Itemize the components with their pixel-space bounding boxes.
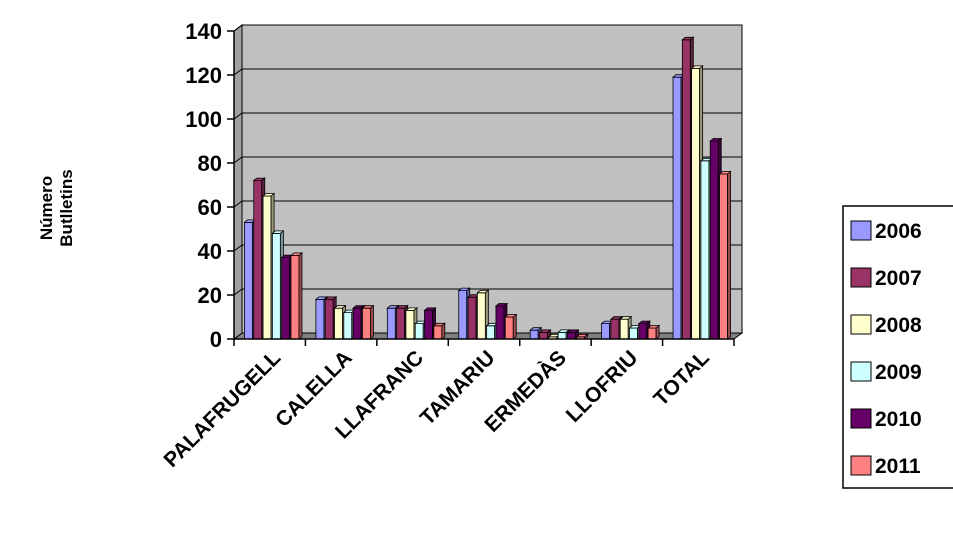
x-tick-label: TOTAL xyxy=(649,346,714,411)
legend-swatch xyxy=(850,267,872,288)
bar-front xyxy=(619,318,629,340)
bar-front xyxy=(681,39,691,340)
bar-front xyxy=(324,298,334,340)
bar-front xyxy=(315,298,325,340)
plot-back-wall xyxy=(241,24,743,334)
bar-front xyxy=(262,195,272,340)
bar-front xyxy=(352,307,362,340)
bar-front xyxy=(424,309,433,340)
legend-label: 2007 xyxy=(875,267,922,290)
y-tick-label: 60 xyxy=(198,195,222,220)
bar-front xyxy=(691,68,701,340)
legend: 2006 2007 2008 2009 2010 2011 xyxy=(842,205,953,489)
bar-front xyxy=(672,76,682,340)
legend-label: 2006 xyxy=(875,220,922,243)
bar-front xyxy=(529,329,539,340)
bar-front xyxy=(601,323,611,340)
bar xyxy=(432,322,446,340)
gridline-side xyxy=(233,244,243,252)
bar-side xyxy=(298,252,303,340)
bar-front xyxy=(290,254,300,340)
bar-front xyxy=(700,160,710,340)
bar-front xyxy=(539,331,548,340)
bar-front xyxy=(557,331,567,340)
y-axis-title-line-2: Butlletins xyxy=(57,169,76,246)
legend-swatch xyxy=(850,361,872,382)
legend-swatch xyxy=(850,314,872,335)
y-tick-label: 80 xyxy=(198,151,222,176)
bar-front xyxy=(719,173,728,340)
bar-front xyxy=(244,221,253,340)
legend-swatch xyxy=(850,455,872,476)
bar-front xyxy=(343,312,353,340)
bar xyxy=(647,324,661,340)
bar-front xyxy=(433,325,443,340)
bar-front xyxy=(396,307,406,340)
bar-front xyxy=(386,307,396,340)
bar-side xyxy=(369,304,374,340)
y-tick-label: 20 xyxy=(198,283,222,308)
legend-label: 2011 xyxy=(875,455,921,478)
gridline-side xyxy=(233,156,243,164)
bar-front xyxy=(414,323,424,340)
bar-side xyxy=(727,170,731,340)
bar-front xyxy=(253,180,263,340)
y-tick-label: 140 xyxy=(185,19,222,44)
bar-front xyxy=(647,327,657,340)
y-axis-title: Número Butlletins xyxy=(37,169,76,246)
bar-front xyxy=(458,290,468,340)
x-tick-label: LLOFRIU xyxy=(562,346,643,427)
gridline-side xyxy=(233,24,243,32)
bar-front xyxy=(405,309,415,340)
bar-front xyxy=(467,296,477,340)
bar-side xyxy=(655,324,660,340)
bar-front xyxy=(504,316,514,340)
bar xyxy=(361,304,375,340)
plot-area xyxy=(232,24,744,346)
y-tick-label: 100 xyxy=(185,107,222,132)
x-tick-label: PALAFRUGELL xyxy=(160,346,286,472)
bar-front xyxy=(281,257,291,340)
legend-label: 2010 xyxy=(875,408,922,431)
bar xyxy=(529,326,543,340)
legend-label: 2008 xyxy=(875,314,922,337)
bar-side xyxy=(441,322,446,340)
gridline-side xyxy=(233,288,243,296)
legend-label: 2009 xyxy=(875,361,922,384)
bar-front xyxy=(271,232,281,340)
y-tick-label: 0 xyxy=(210,327,222,352)
gridline-side xyxy=(233,68,243,76)
bar-front xyxy=(629,327,638,340)
y-tick-label: 120 xyxy=(185,63,222,88)
bar-front xyxy=(486,325,496,340)
gridline-side xyxy=(233,112,243,120)
bar-front xyxy=(638,323,648,340)
y-tick-label: 40 xyxy=(198,239,222,264)
bar-front xyxy=(361,307,371,340)
x-axis-labels: PALAFRUGELLCALELLALLAFRANCTAMARIUERMEDÀS… xyxy=(160,346,714,472)
gridline-side xyxy=(233,200,243,208)
y-axis-title-line-1: Número xyxy=(37,176,56,240)
bar-front xyxy=(709,140,719,340)
bar xyxy=(718,170,732,340)
bar xyxy=(289,252,304,340)
bar-front xyxy=(610,318,620,340)
legend-swatch xyxy=(850,220,872,241)
y-axis-ticks: 0 20 40 60 80 100 120 140 xyxy=(185,19,234,352)
bar-front xyxy=(495,305,505,340)
legend-swatch xyxy=(850,408,872,429)
bar-front xyxy=(334,307,343,340)
bars xyxy=(243,36,732,340)
bar-front xyxy=(566,331,576,340)
bar xyxy=(504,313,518,340)
legend-box xyxy=(842,205,953,489)
bar-side xyxy=(512,313,517,340)
bar-front xyxy=(476,292,486,340)
